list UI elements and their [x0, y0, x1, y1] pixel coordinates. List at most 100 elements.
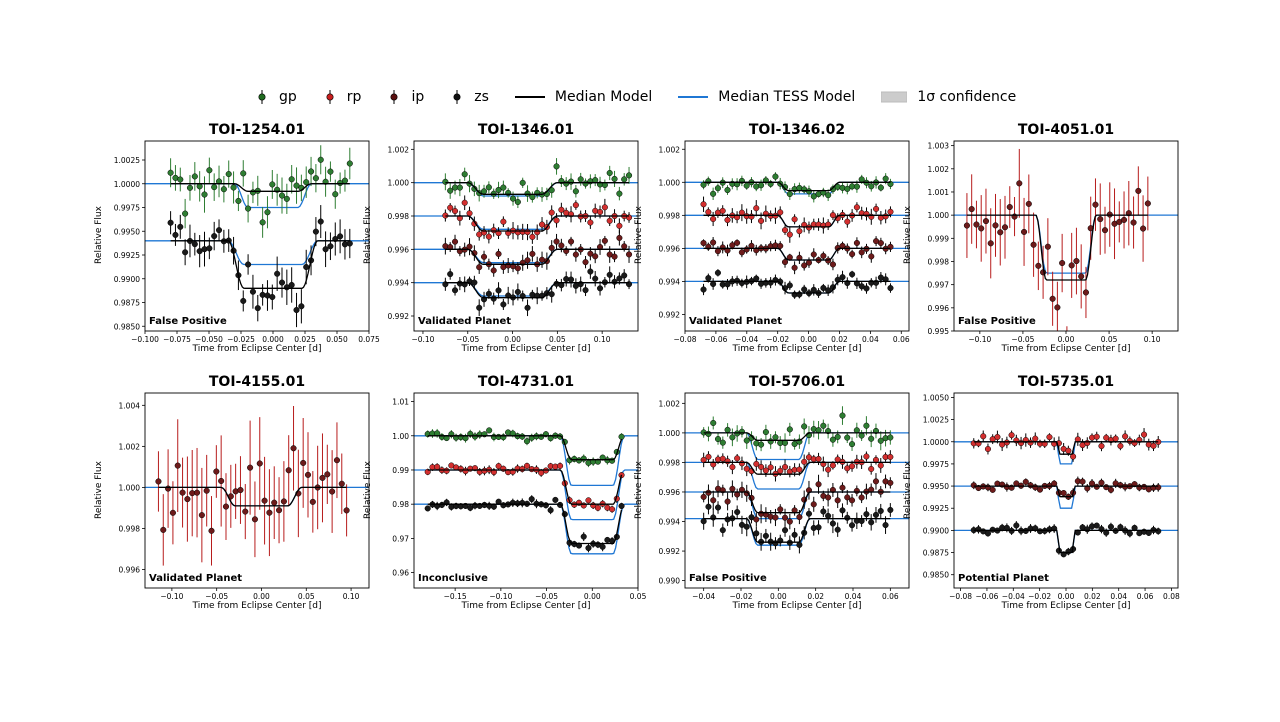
- data-point-ip: [338, 480, 345, 487]
- data-point-gp: [230, 184, 237, 191]
- data-point-zs: [805, 510, 813, 517]
- data-point-gp: [710, 419, 717, 427]
- data-point-zs: [312, 228, 319, 235]
- data-point-ip: [743, 246, 750, 253]
- data-point-rp: [553, 217, 560, 224]
- data-point-zs: [839, 274, 846, 281]
- data-point-gp: [529, 194, 536, 201]
- data-point-gp: [220, 186, 227, 193]
- plot-area: 0.990 0.992 0.994 0.996 0.998 1.000 1.002 −0.04…: [659, 392, 910, 601]
- data-point-gp: [705, 178, 712, 185]
- data-point-zs: [592, 275, 599, 282]
- data-point-ip: [1044, 243, 1051, 250]
- data-point-ip: [601, 237, 608, 244]
- legend-marker: [390, 93, 398, 101]
- data-point-gp: [524, 190, 531, 197]
- y-tick-label: 1.001: [928, 188, 950, 197]
- data-point-zs: [438, 501, 445, 508]
- data-point-gp: [557, 433, 564, 440]
- data-point-zs: [177, 223, 184, 230]
- data-point-ip: [872, 478, 880, 485]
- data-point-gp: [719, 439, 726, 446]
- median-model-line: [703, 517, 891, 543]
- data-point-rp: [1027, 439, 1034, 446]
- data-point-gp: [743, 437, 750, 444]
- disposition-label: False Positive: [689, 573, 767, 584]
- data-point-ip: [1006, 203, 1013, 211]
- x-tick-label: 0.00: [504, 335, 521, 344]
- data-point-ip: [324, 471, 331, 478]
- data-point-zs: [485, 290, 492, 297]
- data-point-zs: [606, 271, 613, 278]
- data-point-gp: [714, 185, 721, 192]
- data-point-rp: [500, 465, 507, 472]
- data-point-zs: [815, 524, 822, 531]
- y-tick-label: 0.9975: [114, 204, 140, 213]
- data-point-gp: [191, 173, 198, 180]
- data-point-gp: [815, 427, 822, 434]
- data-point-zs: [451, 287, 459, 294]
- panel-title: TOI-5706.01: [748, 374, 846, 390]
- data-point-ip: [844, 494, 851, 501]
- plot-content: [145, 145, 369, 328]
- legend-swatch: [881, 91, 908, 103]
- data-point-gp: [758, 441, 765, 448]
- y-tick-label: 1.0000: [923, 438, 949, 447]
- x-tick-label: 0.02: [807, 592, 824, 601]
- data-point-rp: [1070, 453, 1077, 460]
- data-point-gp: [724, 186, 731, 194]
- data-point-rp: [877, 462, 884, 469]
- x-tick-label: −0.10: [489, 592, 512, 601]
- legend-item: gp: [255, 88, 297, 106]
- data-point-gp: [825, 192, 832, 199]
- data-point-zs: [1117, 524, 1124, 531]
- data-point-rp: [1093, 433, 1100, 440]
- disposition-label: Validated Planet: [418, 316, 512, 327]
- data-point-ip: [1107, 486, 1114, 493]
- data-point-zs: [547, 507, 554, 514]
- legend-patch: [881, 91, 908, 103]
- data-point-ip: [1130, 219, 1137, 226]
- data-point-ip: [169, 509, 176, 516]
- data-point-rp: [801, 458, 808, 465]
- y-tick-label: 1.0025: [923, 416, 949, 425]
- data-point-ip: [329, 488, 336, 495]
- data-point-rp: [762, 467, 769, 474]
- data-point-rp: [863, 453, 870, 460]
- data-point-rp: [529, 233, 536, 240]
- x-tick-label: −0.02: [1028, 592, 1051, 601]
- data-point-zs: [298, 303, 305, 310]
- y-tick-label: 0.996: [119, 566, 141, 575]
- x-axis-label: Time from Eclipse Center [d]: [732, 601, 862, 611]
- legend-label: Median TESS Model: [718, 89, 856, 105]
- data-point-zs: [882, 276, 889, 283]
- median-model-line: [703, 280, 891, 294]
- x-tick-label: −0.05: [535, 592, 558, 601]
- data-point-zs: [700, 286, 707, 293]
- data-point-zs: [616, 275, 623, 282]
- x-tick-label: −0.05: [1011, 335, 1034, 344]
- data-point-ip: [963, 222, 970, 229]
- data-point-zs: [495, 287, 502, 294]
- data-point-gp: [240, 170, 247, 177]
- x-tick-label: −0.050: [195, 335, 223, 344]
- data-point-ip: [1140, 225, 1147, 232]
- legend-item: Median Model: [514, 88, 652, 106]
- data-point-zs: [317, 218, 324, 225]
- data-point-gp: [283, 195, 290, 202]
- data-point-rp: [700, 456, 707, 463]
- data-point-ip: [266, 509, 273, 516]
- panel-title: TOI-4051.01: [1017, 122, 1115, 138]
- median-model-line: [703, 247, 891, 261]
- data-point-rp: [557, 462, 564, 469]
- data-point-gp: [844, 434, 851, 441]
- legend-swatch: [514, 96, 545, 98]
- median-model-line: [445, 282, 629, 299]
- disposition-label: Potential Planet: [958, 573, 1049, 584]
- data-point-ip: [705, 489, 712, 496]
- y-tick-label: 1.002: [659, 145, 681, 154]
- data-point-ip: [524, 257, 531, 264]
- data-point-ip: [1078, 273, 1085, 280]
- data-point-gp: [201, 191, 208, 198]
- data-point-ip: [285, 467, 292, 474]
